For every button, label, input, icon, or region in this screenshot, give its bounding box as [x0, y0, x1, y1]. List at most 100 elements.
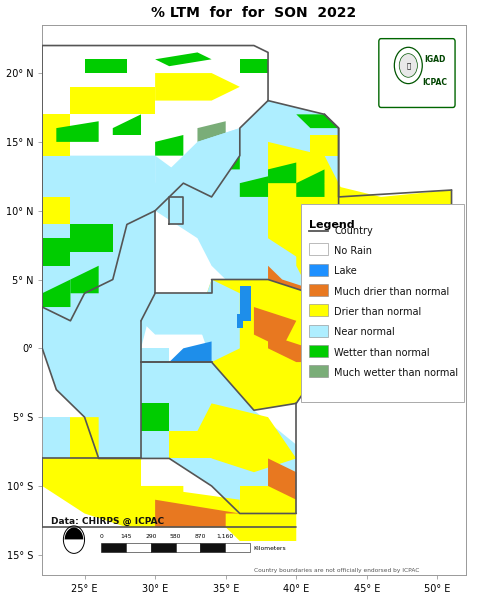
Polygon shape — [296, 115, 338, 128]
Text: 870: 870 — [194, 534, 206, 539]
Text: 1,160: 1,160 — [216, 534, 234, 539]
Polygon shape — [197, 280, 240, 362]
Text: 580: 580 — [170, 534, 181, 539]
Bar — [176, 544, 200, 552]
Polygon shape — [71, 224, 113, 252]
Polygon shape — [268, 335, 324, 362]
Polygon shape — [169, 431, 212, 458]
Polygon shape — [155, 128, 240, 211]
Polygon shape — [42, 417, 183, 527]
Text: Country boundaries are not officially endorsed by ICPAC: Country boundaries are not officially en… — [254, 568, 420, 572]
Polygon shape — [155, 500, 240, 527]
Polygon shape — [268, 266, 338, 321]
Bar — [309, 304, 328, 316]
Polygon shape — [268, 142, 353, 266]
Text: Near normal: Near normal — [335, 327, 395, 337]
FancyBboxPatch shape — [300, 204, 464, 402]
Text: 0: 0 — [100, 534, 103, 539]
Polygon shape — [113, 115, 141, 135]
Polygon shape — [42, 211, 155, 458]
Bar — [151, 544, 176, 552]
Text: ICPAC: ICPAC — [422, 78, 447, 87]
Polygon shape — [141, 362, 296, 514]
Polygon shape — [311, 135, 338, 155]
Polygon shape — [141, 389, 148, 458]
Polygon shape — [212, 149, 240, 169]
Polygon shape — [155, 101, 353, 335]
Polygon shape — [237, 314, 242, 328]
Text: Lake: Lake — [335, 266, 357, 277]
Bar — [309, 284, 328, 296]
Polygon shape — [65, 527, 84, 539]
Polygon shape — [84, 59, 127, 73]
Bar — [309, 325, 328, 337]
Bar — [309, 365, 328, 377]
Polygon shape — [155, 52, 212, 66]
Polygon shape — [42, 238, 71, 266]
Polygon shape — [197, 403, 296, 472]
Polygon shape — [141, 349, 169, 389]
Text: 290: 290 — [145, 534, 156, 539]
Polygon shape — [324, 183, 452, 369]
Bar — [225, 544, 250, 552]
Polygon shape — [42, 46, 268, 321]
Bar — [101, 544, 126, 552]
Polygon shape — [155, 135, 183, 155]
Polygon shape — [71, 87, 155, 115]
Polygon shape — [42, 197, 71, 224]
Bar — [126, 544, 151, 552]
Polygon shape — [240, 176, 268, 197]
Bar — [200, 544, 225, 552]
Text: Country: Country — [335, 226, 373, 236]
Text: Data: CHIRPS @ ICPAC: Data: CHIRPS @ ICPAC — [51, 517, 164, 526]
Polygon shape — [56, 121, 99, 142]
Polygon shape — [268, 163, 296, 183]
Polygon shape — [42, 417, 71, 458]
Polygon shape — [240, 486, 296, 514]
Polygon shape — [240, 121, 254, 142]
Polygon shape — [42, 46, 268, 87]
Polygon shape — [254, 307, 296, 349]
Polygon shape — [155, 155, 212, 211]
Polygon shape — [240, 59, 268, 73]
Text: IGAD: IGAD — [424, 55, 445, 64]
Polygon shape — [42, 280, 71, 307]
Title: % LTM  for  for  SON  2022: % LTM for for SON 2022 — [151, 5, 357, 20]
Polygon shape — [296, 169, 324, 197]
Polygon shape — [324, 211, 353, 238]
Text: 145: 145 — [120, 534, 132, 539]
Text: Legend: Legend — [309, 220, 355, 230]
FancyBboxPatch shape — [379, 38, 455, 107]
Polygon shape — [141, 486, 240, 527]
Polygon shape — [296, 238, 353, 307]
Polygon shape — [226, 514, 296, 541]
Text: Wetter than normal: Wetter than normal — [335, 347, 430, 358]
Polygon shape — [141, 403, 169, 431]
Circle shape — [399, 53, 418, 77]
Polygon shape — [169, 341, 212, 383]
Text: Much wetter than normal: Much wetter than normal — [335, 368, 458, 378]
Text: 🌍: 🌍 — [406, 62, 410, 69]
Polygon shape — [268, 458, 296, 500]
Polygon shape — [141, 293, 212, 335]
Text: No Rain: No Rain — [335, 246, 372, 256]
Text: Kilometers: Kilometers — [253, 546, 286, 551]
Polygon shape — [197, 121, 226, 142]
Polygon shape — [197, 280, 324, 410]
Polygon shape — [268, 101, 338, 142]
Polygon shape — [381, 238, 437, 280]
Polygon shape — [65, 539, 84, 552]
Polygon shape — [155, 73, 240, 101]
Polygon shape — [268, 107, 296, 121]
Bar — [309, 263, 328, 276]
Polygon shape — [113, 183, 155, 224]
Polygon shape — [395, 293, 437, 335]
Polygon shape — [141, 445, 169, 458]
Text: Much drier than normal: Much drier than normal — [335, 287, 450, 296]
Bar — [309, 244, 328, 256]
Polygon shape — [169, 204, 183, 224]
Polygon shape — [240, 286, 251, 321]
Polygon shape — [42, 115, 71, 155]
Text: Drier than normal: Drier than normal — [335, 307, 421, 317]
Polygon shape — [42, 155, 155, 321]
